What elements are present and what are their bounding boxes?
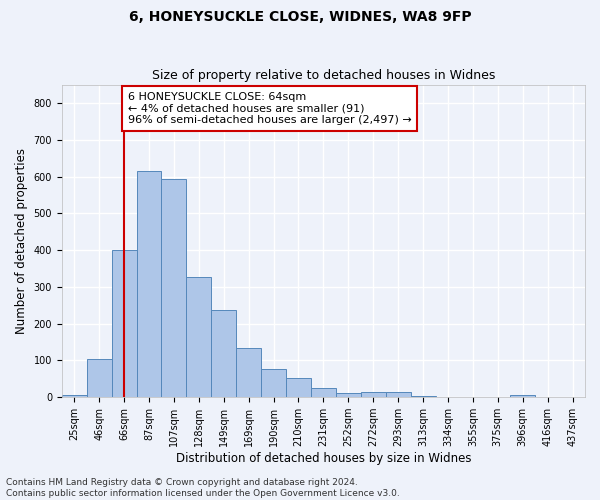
- Bar: [161, 180, 187, 397]
- Bar: [187, 276, 211, 397]
- Bar: [236, 348, 261, 397]
- Bar: [510, 394, 535, 397]
- Bar: [361, 392, 386, 397]
- Bar: [410, 396, 436, 397]
- X-axis label: Distribution of detached houses by size in Widnes: Distribution of detached houses by size …: [176, 452, 471, 465]
- Bar: [386, 392, 410, 397]
- Bar: [261, 369, 286, 397]
- Text: 6 HONEYSUCKLE CLOSE: 64sqm
← 4% of detached houses are smaller (91)
96% of semi-: 6 HONEYSUCKLE CLOSE: 64sqm ← 4% of detac…: [128, 92, 412, 125]
- Bar: [336, 393, 361, 397]
- Bar: [311, 388, 336, 397]
- Bar: [211, 310, 236, 397]
- Text: Contains HM Land Registry data © Crown copyright and database right 2024.
Contai: Contains HM Land Registry data © Crown c…: [6, 478, 400, 498]
- Bar: [286, 378, 311, 397]
- Bar: [112, 250, 137, 397]
- Text: 6, HONEYSUCKLE CLOSE, WIDNES, WA8 9FP: 6, HONEYSUCKLE CLOSE, WIDNES, WA8 9FP: [128, 10, 472, 24]
- Bar: [137, 171, 161, 397]
- Y-axis label: Number of detached properties: Number of detached properties: [15, 148, 28, 334]
- Bar: [86, 358, 112, 397]
- Bar: [62, 396, 86, 397]
- Title: Size of property relative to detached houses in Widnes: Size of property relative to detached ho…: [152, 69, 495, 82]
